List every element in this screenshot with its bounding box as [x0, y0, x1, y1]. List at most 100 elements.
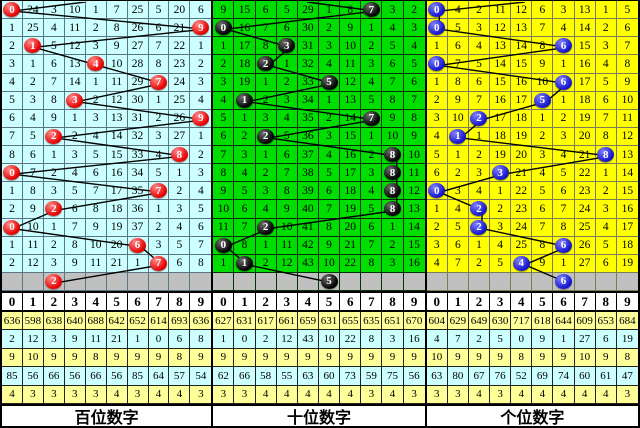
- stat-cell: 653: [595, 312, 617, 331]
- miss-count-cell: 4: [447, 1, 469, 20]
- prediction-row: 5: [213, 272, 425, 291]
- miss-count-cell: 8: [382, 91, 404, 110]
- digit-header-cell: 7: [361, 293, 383, 310]
- grid-row: 5 1 2 19 20 3 4 21 8 13: [426, 146, 638, 165]
- miss-count-cell: 9: [616, 73, 638, 92]
- prediction-cell: [106, 272, 128, 291]
- miss-count-cell: 19: [616, 254, 638, 273]
- stats-row: 85 56 66 56 66 56 85 64 57 54: [2, 367, 212, 386]
- miss-count-cell: 16: [616, 200, 638, 219]
- miss-count-cell: 4: [255, 200, 277, 219]
- stat-cell: 638: [43, 312, 65, 331]
- stat-cell: 3: [64, 385, 86, 404]
- digit-header-cell: 6: [128, 293, 149, 310]
- panel-title: 个位数字: [426, 404, 638, 426]
- miss-count-cell: 26: [574, 236, 596, 255]
- miss-count-cell: 3: [22, 91, 44, 110]
- prediction-cell: 2: [43, 272, 65, 291]
- stat-cell: 58: [255, 367, 277, 386]
- stats-row: 63 80 67 76 52 69 74 60 61 47: [426, 367, 638, 386]
- miss-count-cell: 2: [213, 55, 235, 74]
- miss-count-cell: 8: [276, 182, 298, 201]
- miss-count-cell: 19: [490, 146, 512, 165]
- stat-cell: 630: [490, 312, 512, 331]
- stat-cell: 8: [190, 330, 212, 349]
- miss-count-cell: 5: [234, 182, 256, 201]
- miss-count-cell: 4: [553, 146, 575, 165]
- prediction-cell: [447, 272, 469, 291]
- stat-cell: 717: [511, 312, 533, 331]
- miss-count-cell: 3: [361, 55, 383, 74]
- miss-count-cell: 31: [127, 109, 149, 128]
- miss-count-cell: 5: [148, 1, 170, 20]
- miss-count-cell: 3: [255, 109, 277, 128]
- stat-cell: 60: [574, 367, 596, 386]
- stats-block: 627 631 617 661 659 631 655 635 651 670 1 0 2 12 43 10 2…: [213, 312, 425, 404]
- miss-count-cell: 1: [148, 200, 170, 219]
- grid-row: 1 11 2 8 10 20 6 3 5 7: [2, 236, 212, 255]
- miss-count-cell: 25: [169, 91, 191, 110]
- digit-header-cell: 0: [427, 293, 448, 310]
- miss-count-cell: 35: [297, 109, 319, 128]
- grid-row: 4 1 1 18 19 2 3 20 8 12: [426, 127, 638, 146]
- stat-cell: 635: [361, 312, 383, 331]
- miss-count-cell: 13: [64, 55, 86, 74]
- stat-cell: 642: [106, 312, 128, 331]
- miss-count-cell: 10: [532, 73, 554, 92]
- digit-header-cell: 2: [469, 293, 491, 310]
- miss-count-cell: 2: [234, 127, 256, 146]
- miss-count-cell: 6: [169, 254, 191, 273]
- miss-count-cell: 16: [106, 164, 128, 183]
- stat-cell: 85: [2, 367, 23, 386]
- miss-count-cell: 16: [490, 91, 512, 110]
- miss-count-cell: 21: [106, 254, 128, 273]
- miss-count-cell: 5: [64, 182, 86, 201]
- miss-count-cell: 2: [532, 127, 554, 146]
- stat-cell: 2: [468, 330, 491, 349]
- miss-count-cell: 8: [595, 127, 617, 146]
- digit-header-cell: 3: [65, 293, 86, 310]
- stat-cell: 56: [64, 367, 86, 386]
- drawn-number-ball: 3: [66, 92, 84, 108]
- miss-count-cell: 10: [318, 254, 341, 273]
- stat-cell: 649: [468, 312, 491, 331]
- stats-row: 636 598 638 640 688 642 652 614 693 636: [2, 312, 212, 331]
- miss-count-cell: 5: [276, 127, 298, 146]
- miss-count-cell: 9: [382, 109, 404, 128]
- miss-count-cell: 13: [403, 200, 425, 219]
- miss-count-cell: 1: [447, 146, 469, 165]
- stat-cell: 66: [43, 367, 65, 386]
- stat-cell: 670: [403, 312, 425, 331]
- miss-count-cell: 4: [169, 218, 191, 237]
- grid-row: 0 7 5 14 15 9 1 16 4 8: [426, 55, 638, 74]
- stat-cell: 1: [127, 330, 149, 349]
- grid-row: 0 4 2 11 12 6 3 13 1 5: [426, 1, 638, 20]
- miss-count-cell: 7: [595, 109, 617, 128]
- stats-row: 2 12 3 9 11 21 1 0 6 8: [2, 330, 212, 349]
- miss-count-cell: 1: [361, 19, 383, 38]
- stat-cell: 4: [2, 385, 23, 404]
- stat-cell: 80: [447, 367, 469, 386]
- miss-count-cell: 3: [85, 109, 107, 128]
- miss-count-cell: 5: [361, 91, 383, 110]
- miss-count-cell: 8: [447, 73, 469, 92]
- panel-title: 十位数字: [213, 404, 425, 426]
- stat-cell: 4: [553, 385, 575, 404]
- miss-count-cell: 18: [490, 127, 512, 146]
- miss-count-cell: 4: [213, 91, 235, 110]
- miss-count-cell: 4: [553, 19, 575, 38]
- miss-count-cell: 7: [148, 254, 170, 273]
- miss-count-cell: 18: [234, 55, 256, 74]
- grid-row: 0 8 1 11 42 9 21 7 2 15: [213, 236, 425, 255]
- miss-count-cell: 34: [127, 164, 149, 183]
- miss-count-cell: 41: [297, 218, 319, 237]
- digit-header-cell: 5: [532, 293, 554, 310]
- miss-count-cell: 8: [43, 91, 65, 110]
- miss-count-cell: 3: [468, 19, 491, 38]
- prediction-cell: [64, 272, 86, 291]
- digit-header-cell: 9: [624, 293, 631, 309]
- stat-cell: 4: [297, 385, 319, 404]
- prediction-cell: [2, 272, 23, 291]
